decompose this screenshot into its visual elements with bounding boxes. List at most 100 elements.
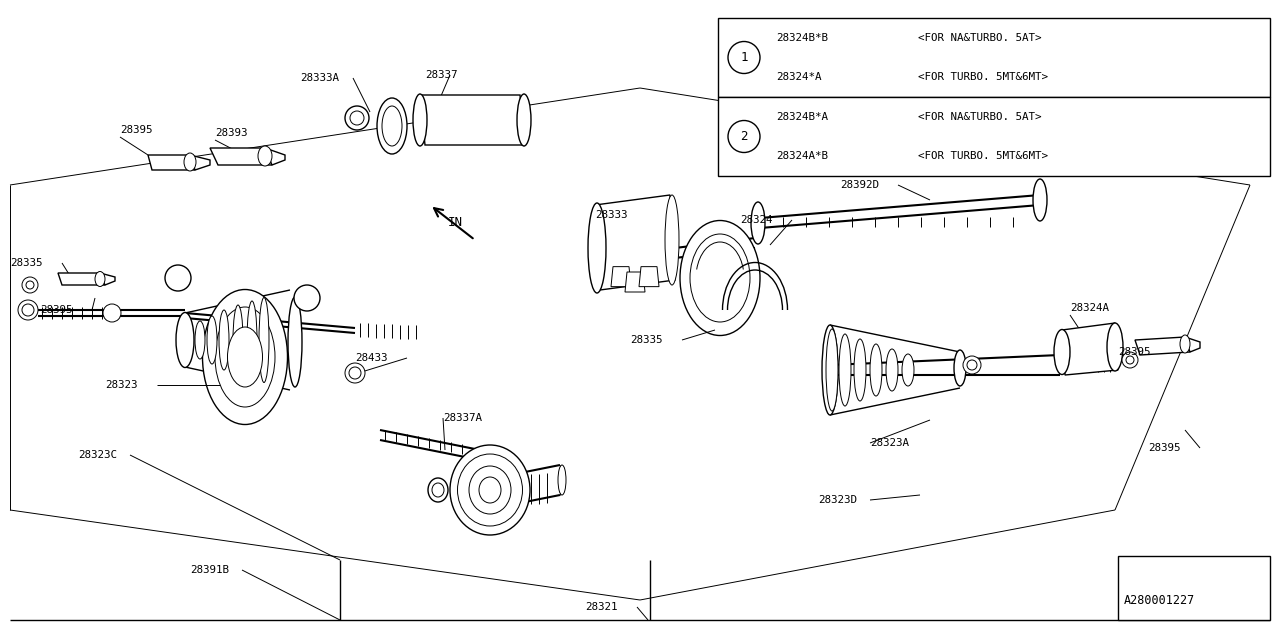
Text: A280001227: A280001227 (1124, 593, 1196, 607)
Circle shape (102, 304, 122, 322)
Polygon shape (1062, 323, 1117, 375)
Ellipse shape (1033, 179, 1047, 221)
Circle shape (22, 277, 38, 293)
Text: 28324*A: 28324*A (776, 72, 822, 83)
Ellipse shape (177, 312, 195, 367)
Text: 28391B: 28391B (189, 565, 229, 575)
Polygon shape (148, 155, 195, 170)
Ellipse shape (558, 465, 566, 495)
Ellipse shape (428, 478, 448, 502)
Text: <FOR NA&TURBO. 5AT>: <FOR NA&TURBO. 5AT> (918, 112, 1042, 122)
Ellipse shape (219, 310, 229, 370)
Text: 28323C: 28323C (78, 450, 116, 460)
Ellipse shape (228, 327, 262, 387)
Text: 28324: 28324 (740, 215, 773, 225)
Ellipse shape (517, 94, 531, 146)
Polygon shape (58, 273, 105, 285)
Text: 28395: 28395 (1148, 443, 1180, 453)
Circle shape (165, 265, 191, 291)
Ellipse shape (822, 325, 838, 415)
Text: 28337: 28337 (425, 70, 457, 80)
Bar (718, 97, 1270, 176)
Circle shape (1123, 352, 1138, 368)
Text: 28392D: 28392D (840, 180, 879, 190)
Text: 28323A: 28323A (870, 438, 909, 448)
Text: <FOR TURBO. 5MT&6MT>: <FOR TURBO. 5MT&6MT> (918, 151, 1048, 161)
Ellipse shape (195, 321, 205, 359)
Ellipse shape (433, 483, 444, 497)
Ellipse shape (838, 334, 851, 406)
Text: 28323D: 28323D (818, 495, 858, 505)
Text: 28393: 28393 (215, 128, 247, 138)
Ellipse shape (288, 297, 302, 387)
Polygon shape (265, 148, 285, 165)
Ellipse shape (588, 203, 605, 293)
Ellipse shape (378, 98, 407, 154)
Polygon shape (1185, 337, 1201, 352)
Ellipse shape (690, 234, 750, 322)
Polygon shape (420, 95, 525, 145)
Ellipse shape (1053, 330, 1070, 374)
Text: 28333: 28333 (595, 210, 627, 220)
Ellipse shape (457, 454, 522, 526)
Text: 28323: 28323 (105, 380, 137, 390)
Text: 2: 2 (174, 271, 182, 285)
Ellipse shape (381, 106, 402, 146)
Text: 28324B*A: 28324B*A (776, 112, 828, 122)
Text: 28433: 28433 (355, 353, 388, 363)
Bar (718, 18, 1270, 97)
Text: 28395: 28395 (40, 305, 73, 315)
Ellipse shape (666, 195, 678, 285)
Circle shape (22, 304, 35, 316)
Text: IN: IN (448, 216, 463, 228)
Polygon shape (595, 195, 675, 290)
Circle shape (26, 281, 35, 289)
Polygon shape (611, 267, 631, 287)
Ellipse shape (751, 202, 765, 244)
Text: 28321: 28321 (585, 602, 617, 612)
Ellipse shape (1180, 335, 1190, 353)
Ellipse shape (207, 316, 218, 364)
Ellipse shape (902, 354, 914, 386)
Text: 2: 2 (740, 130, 748, 143)
Ellipse shape (202, 289, 288, 424)
Circle shape (963, 356, 980, 374)
Circle shape (349, 111, 364, 125)
Polygon shape (210, 148, 273, 165)
Circle shape (294, 285, 320, 311)
Text: 1: 1 (740, 51, 748, 64)
Circle shape (1126, 356, 1134, 364)
Text: 28395: 28395 (1117, 347, 1151, 357)
Ellipse shape (870, 344, 882, 396)
Circle shape (346, 363, 365, 383)
Ellipse shape (259, 298, 269, 383)
Polygon shape (639, 267, 659, 287)
Ellipse shape (451, 445, 530, 535)
Text: 28333A: 28333A (300, 73, 339, 83)
Ellipse shape (215, 307, 275, 407)
Ellipse shape (826, 329, 838, 411)
Polygon shape (1135, 337, 1190, 355)
Ellipse shape (95, 271, 105, 287)
Ellipse shape (1107, 323, 1123, 371)
Circle shape (346, 106, 369, 130)
Ellipse shape (954, 350, 966, 386)
Polygon shape (189, 155, 210, 170)
Text: 28337A: 28337A (443, 413, 483, 423)
Ellipse shape (259, 146, 273, 166)
Ellipse shape (247, 301, 257, 379)
Ellipse shape (184, 153, 196, 171)
Circle shape (728, 120, 760, 152)
Ellipse shape (479, 477, 500, 503)
Ellipse shape (886, 349, 899, 391)
Bar (1117, 556, 1270, 620)
Ellipse shape (233, 305, 243, 375)
Text: 28335: 28335 (630, 335, 663, 345)
Polygon shape (100, 273, 115, 285)
Circle shape (728, 42, 760, 74)
Polygon shape (625, 272, 645, 292)
Circle shape (18, 300, 38, 320)
Text: 1: 1 (303, 291, 311, 305)
Ellipse shape (468, 466, 511, 514)
Text: 28324B*B: 28324B*B (776, 33, 828, 43)
